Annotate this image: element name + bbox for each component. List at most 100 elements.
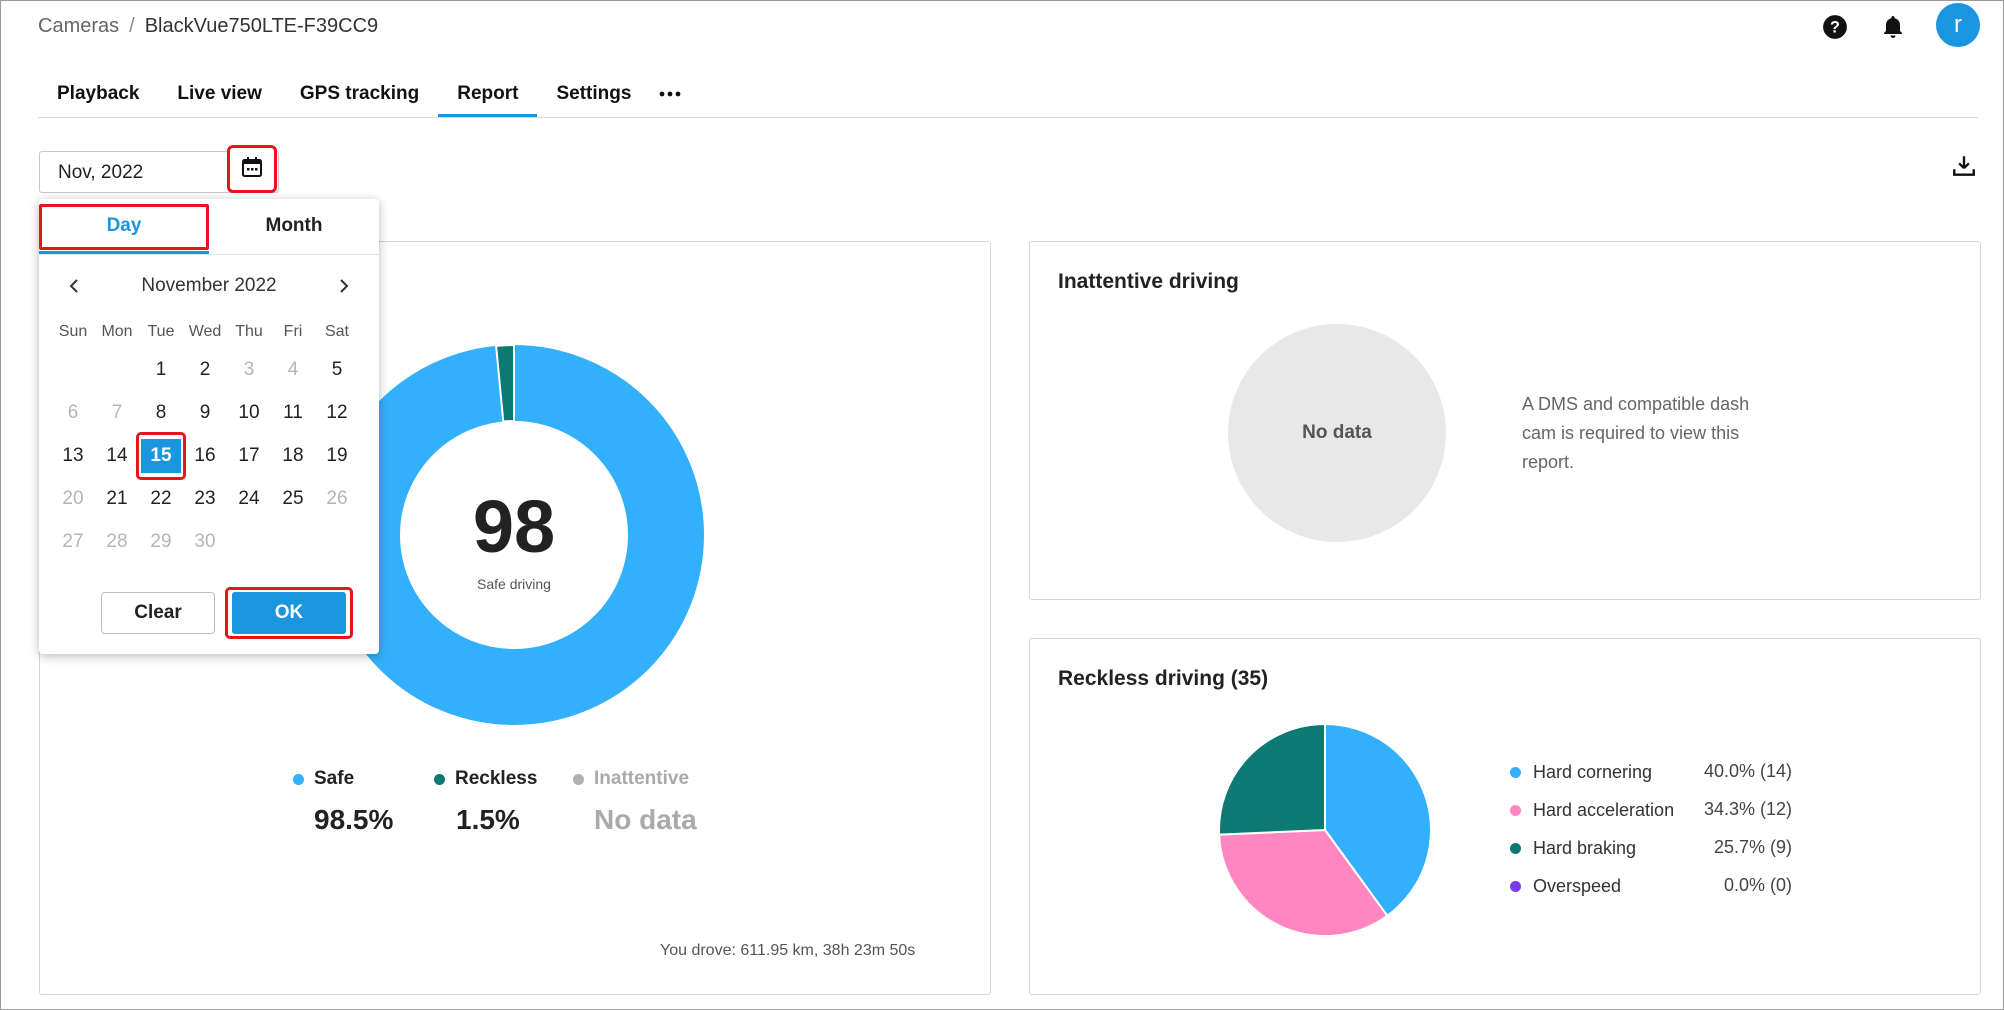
camera-tabs: Playback Live view GPS tracking Report S… <box>38 72 690 117</box>
hard-braking-value: 25.7% (9) <box>1713 837 1792 857</box>
calendar-day[interactable]: 24 <box>238 488 260 509</box>
weekday-wed: Wed <box>188 323 222 340</box>
legend-reckless-dot <box>434 773 445 785</box>
calendar-button[interactable] <box>227 145 277 193</box>
overspeed-dot <box>1510 880 1521 892</box>
calendar-day: 7 <box>111 402 123 423</box>
weekday-thu: Thu <box>235 323 263 340</box>
legend-reckless: Reckless <box>434 768 537 790</box>
tab-report[interactable]: Report <box>438 72 538 117</box>
calendar-day[interactable]: 1 <box>155 359 167 380</box>
calendar-day: 29 <box>150 531 172 552</box>
user-avatar[interactable]: r <box>1936 3 1980 47</box>
safe-driving-score: 98 <box>472 485 556 568</box>
ok-button[interactable]: OK <box>232 592 346 634</box>
mode-tabs-divider <box>39 254 379 255</box>
inattentive-driving-title: Inattentive driving <box>1058 270 1239 293</box>
calendar-day: 3 <box>243 359 255 380</box>
calendar-day[interactable]: 9 <box>199 402 211 423</box>
calendar-day: 30 <box>194 531 216 552</box>
prev-month-chevron-icon[interactable] <box>61 273 87 299</box>
tab-live-view[interactable]: Live view <box>177 83 262 104</box>
hard-cornering-label: Hard cornering <box>1533 761 1653 782</box>
legend-safe-value: 98.5% <box>314 804 394 835</box>
date-field[interactable] <box>39 151 279 194</box>
next-month-chevron-icon[interactable] <box>331 273 357 299</box>
weekday-sun: Sun <box>58 323 88 340</box>
calendar-day: 4 <box>287 359 299 380</box>
reckless-legend-hard-acceleration: Hard acceleration <box>1510 795 1674 825</box>
inattentive-driving-card <box>1029 241 1981 600</box>
mode-tab-month[interactable]: Month <box>265 215 323 236</box>
tab-gps-tracking[interactable]: GPS tracking <box>299 83 420 104</box>
calendar-day[interactable]: 10 <box>238 402 260 423</box>
dms-required-message: A DMS and compatible dash cam is require… <box>1522 394 1750 472</box>
legend-reckless-value: 1.5% <box>456 804 520 835</box>
weekday-sat: Sat <box>324 323 349 340</box>
reckless-legend-hard-braking: Hard braking <box>1510 833 1636 863</box>
calendar-day: 6 <box>67 402 79 423</box>
reckless-driving-card <box>1029 638 1981 995</box>
tabs-divider <box>38 117 1978 118</box>
legend-inattentive-dot <box>573 773 584 785</box>
hard-cornering-dot <box>1510 766 1521 778</box>
reckless-legend-overspeed: Overspeed <box>1510 871 1621 901</box>
overspeed-value: 0.0% (0) <box>1723 875 1792 895</box>
notification-bell-icon[interactable] <box>1876 10 1910 44</box>
calendar-day: 26 <box>326 488 348 509</box>
calendar-day: 20 <box>62 488 84 509</box>
distance-driven-text: You drove: 611.95 km, 38h 23m 50s <box>660 942 916 959</box>
calendar-day[interactable]: 12 <box>326 402 348 423</box>
reckless-legend-hard-cornering: Hard cornering <box>1510 757 1652 787</box>
mode-day-underline <box>39 251 209 254</box>
pie-slice-hard-braking <box>1218 722 1326 836</box>
tab-playback[interactable]: Playback <box>57 83 140 104</box>
calendar-day[interactable]: 11 <box>283 402 303 423</box>
date-input[interactable] <box>56 152 220 194</box>
mode-tab-day[interactable]: Day <box>106 215 142 236</box>
date-picker-popup: Day Month November 2022 Sun Mon Tue Wed Thu F… <box>39 199 379 654</box>
calendar-day[interactable]: 5 <box>331 359 343 380</box>
overspeed-label: Overspeed <box>1533 875 1622 896</box>
legend-safe: Safe <box>293 768 354 790</box>
legend-inattentive-value: No data <box>594 804 697 835</box>
safe-driving-score-label: Safe driving <box>477 576 551 592</box>
hard-braking-label: Hard braking <box>1533 837 1637 858</box>
calendar-day[interactable]: 14 <box>106 445 128 466</box>
pie-slice-hard-cornering <box>1324 722 1433 918</box>
download-icon[interactable] <box>1948 150 1980 182</box>
svg-text:?: ? <box>1830 18 1840 36</box>
day-tab-highlight <box>39 204 209 250</box>
hard-acceleration-dot <box>1510 804 1521 816</box>
more-tabs-icon[interactable] <box>650 72 690 116</box>
clear-button[interactable]: Clear <box>101 592 215 634</box>
weekday-mon: Mon <box>101 323 133 340</box>
inattentive-no-data-label: No data <box>1302 422 1372 443</box>
calendar-day: 27 <box>62 531 84 552</box>
calendar-day[interactable]: 21 <box>106 488 128 509</box>
hard-acceleration-label: Hard acceleration <box>1533 799 1675 820</box>
breadcrumb-cameras-link[interactable]: Cameras <box>38 14 120 37</box>
legend-safe-dot <box>293 773 304 785</box>
calendar-day[interactable]: 23 <box>194 488 216 509</box>
calendar-day[interactable]: 25 <box>282 488 304 509</box>
calendar-day[interactable]: 16 <box>194 445 216 466</box>
hard-cornering-value: 40.0% (14) <box>1703 761 1792 781</box>
pie-slice-hard-acceleration <box>1218 828 1389 937</box>
calendar-day[interactable]: 8 <box>155 402 167 423</box>
help-icon[interactable]: ? <box>1818 10 1852 44</box>
ok-button-highlight <box>225 587 353 639</box>
inattentive-no-data-circle: No data <box>1228 324 1446 542</box>
calendar-day[interactable]: 22 <box>150 488 172 509</box>
calendar-month-label: November 2022 <box>141 275 277 296</box>
calendar-day[interactable]: 18 <box>282 445 304 466</box>
calendar-day[interactable]: 15 <box>141 439 181 473</box>
calendar-day[interactable]: 2 <box>199 359 211 380</box>
calendar-day[interactable]: 19 <box>326 445 348 466</box>
calendar-day[interactable]: 13 <box>62 445 84 466</box>
reckless-driving-title: Reckless driving (35) <box>1058 667 1269 690</box>
legend-safe-label: Safe <box>314 768 355 789</box>
calendar-day[interactable]: 17 <box>238 445 260 466</box>
breadcrumb: Cameras / BlackVue750LTE-F39CC9 <box>38 12 378 40</box>
tab-settings[interactable]: Settings <box>556 83 632 104</box>
